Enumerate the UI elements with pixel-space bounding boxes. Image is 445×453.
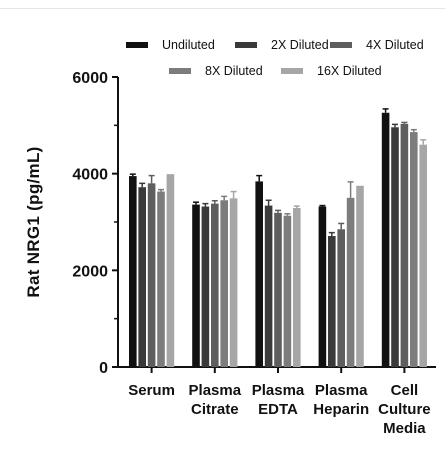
bar <box>211 204 219 367</box>
bar <box>274 213 282 367</box>
bar <box>148 183 156 367</box>
category-label: Serum <box>128 382 175 399</box>
category-label: Plasma EDTA <box>252 382 305 418</box>
legend-swatch <box>330 42 352 48</box>
category-label-line: Cell <box>391 382 419 399</box>
legend-swatch <box>126 42 148 48</box>
category-label-line: Media <box>383 420 426 437</box>
bar <box>419 145 427 367</box>
legend-swatch <box>235 42 257 48</box>
category-label-line: Plasma <box>189 382 242 399</box>
category-label-line: Plasma <box>252 382 305 399</box>
category-label-line: Citrate <box>191 401 239 418</box>
bar <box>319 207 327 367</box>
bar <box>293 208 301 367</box>
category-label-line: Culture <box>378 401 431 418</box>
category-label-line: EDTA <box>258 401 298 418</box>
bar <box>328 236 336 367</box>
bar <box>356 186 364 367</box>
bar <box>129 176 137 367</box>
legend-label: 8X Diluted <box>205 64 263 78</box>
bar <box>347 198 355 367</box>
bar <box>391 127 399 367</box>
category-label-line: Heparin <box>313 401 369 418</box>
bar <box>401 124 409 367</box>
bar <box>230 198 238 367</box>
legend-swatch <box>169 68 191 74</box>
bar <box>265 206 273 367</box>
axes: 0 2000 4000 6000 Serum Plasma Citrate Plasma EDT… <box>72 70 436 437</box>
y-tick-label: 2000 <box>72 263 108 280</box>
bar <box>157 192 165 367</box>
bar <box>284 216 292 367</box>
bar <box>255 181 263 367</box>
category-label-line: Plasma <box>315 382 368 399</box>
bar <box>202 207 210 367</box>
legend-label: 4X Diluted <box>366 38 424 52</box>
bar <box>167 174 175 367</box>
legend: Undiluted 2X Diluted 4X Diluted 8X Diluted 1… <box>126 38 424 78</box>
legend-label: 16X Diluted <box>317 64 382 78</box>
bar <box>192 205 200 367</box>
category-label: Plasma Citrate <box>189 382 242 418</box>
bars <box>129 109 427 367</box>
category-label: Plasma Heparin <box>313 382 369 418</box>
legend-label: Undiluted <box>162 38 215 52</box>
bar <box>138 187 146 367</box>
bar <box>382 113 390 367</box>
legend-swatch <box>281 68 303 74</box>
bar <box>220 200 228 367</box>
y-tick-label: 6000 <box>72 70 108 87</box>
bar <box>410 132 418 367</box>
bar <box>337 229 345 367</box>
category-label-line: Serum <box>128 382 175 399</box>
category-label: Cell Culture Media <box>378 382 431 437</box>
y-axis-title: Rat NRG1 (pg/mL) <box>24 146 43 297</box>
y-tick-label: 0 <box>99 360 108 377</box>
y-tick-label: 4000 <box>72 167 108 184</box>
legend-label: 2X Diluted <box>271 38 329 52</box>
